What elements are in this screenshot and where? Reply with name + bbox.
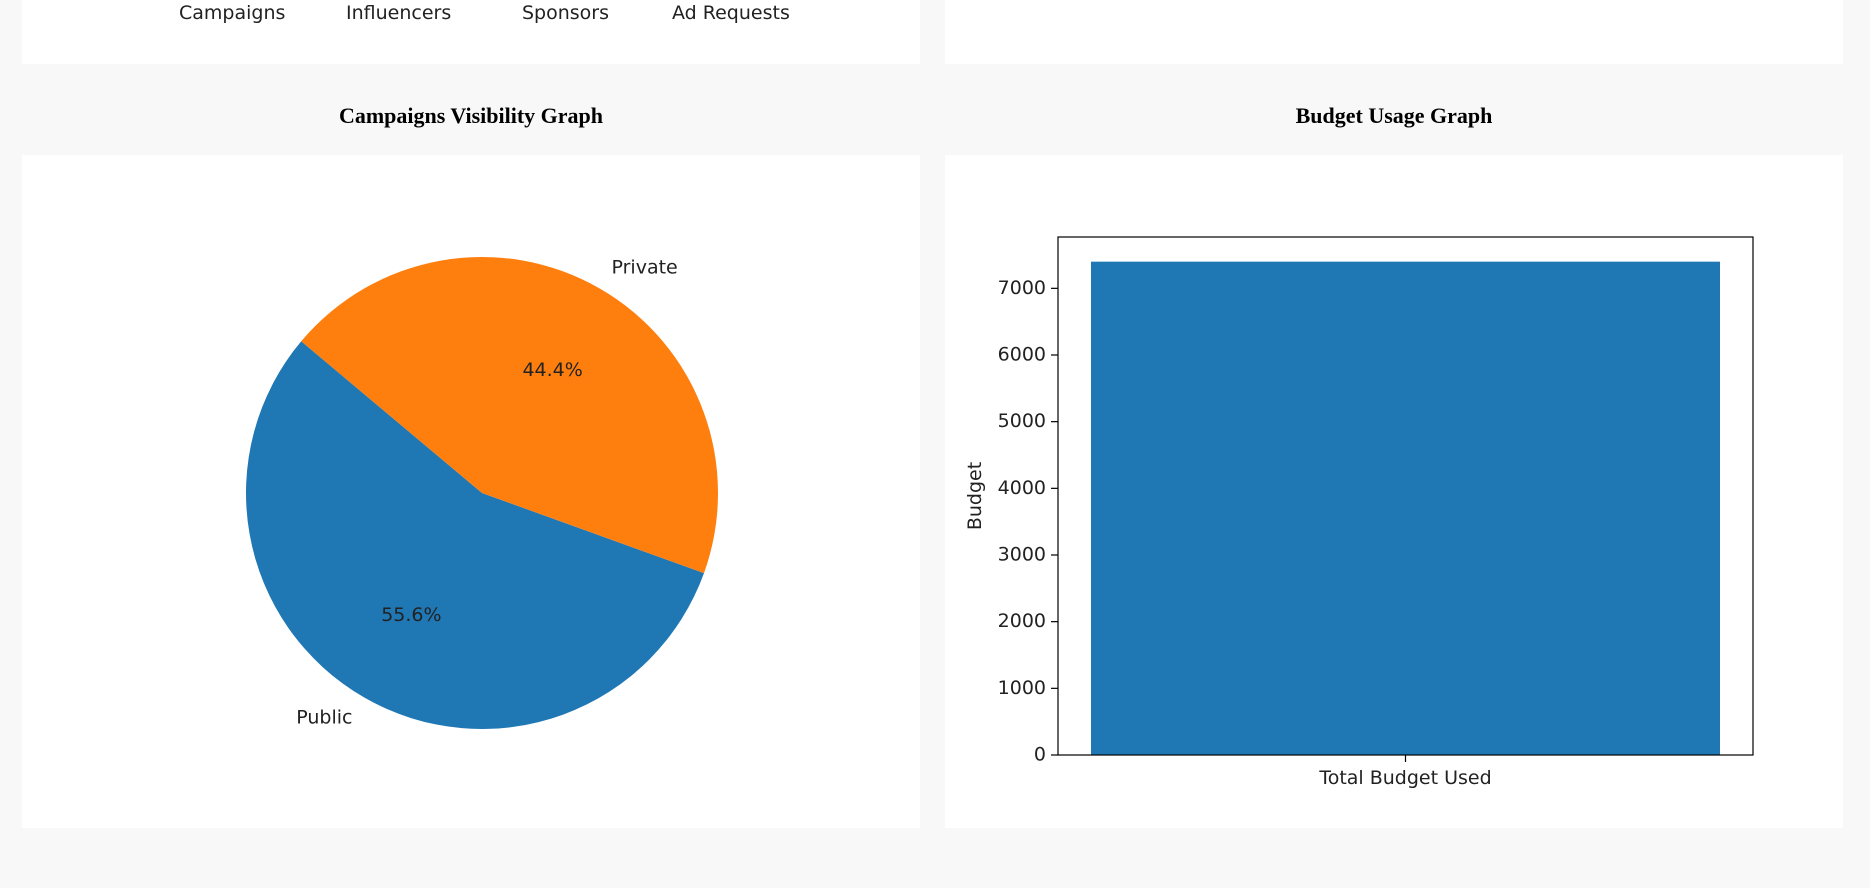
top-right-card	[945, 0, 1843, 64]
y-tick-label: 4000	[998, 477, 1046, 499]
pie-chart: Public 55.6% Private 44.4%	[246, 256, 718, 729]
nav-campaigns-link[interactable]: Campaigns	[179, 2, 286, 24]
pie-label-private: Private	[611, 256, 677, 278]
y-tick-label: 7000	[998, 277, 1046, 299]
bar-total-budget-used	[1091, 261, 1720, 755]
nav-card: Campaigns Influencers Sponsors Ad Reques…	[22, 0, 920, 64]
y-tick-label: 1000	[998, 677, 1046, 699]
y-tick-label: 3000	[998, 544, 1046, 566]
pie-pct-public: 55.6%	[381, 604, 441, 626]
pie-slice-private	[301, 256, 718, 574]
pie-graph-title: Campaigns Visibility Graph	[338, 103, 604, 128]
pie-label-public: Public	[296, 707, 352, 729]
pie-pct-private: 44.4%	[522, 359, 582, 381]
bar-chart-card: Total Budget Used 0 1000 2000 3000 4000 5000 60…	[945, 155, 1843, 828]
nav-sponsors-link[interactable]: Sponsors	[522, 2, 610, 24]
y-tick-label: 2000	[998, 610, 1046, 632]
bar-chart: Total Budget Used 0 1000 2000 3000 4000 5000 60…	[964, 236, 1754, 789]
nav-ad-requests-link[interactable]: Ad Requests	[672, 2, 790, 24]
nav-influencers-link[interactable]: Influencers	[346, 2, 452, 24]
y-axis-label: Budget	[964, 462, 986, 530]
y-tick-label: 5000	[998, 410, 1046, 432]
y-tick-label: 6000	[998, 344, 1046, 366]
axes-frame	[1057, 236, 1754, 756]
pie-slice-public	[246, 341, 704, 729]
y-tick-label: 0	[1034, 744, 1046, 766]
bar-graph-title: Budget Usage Graph	[1295, 103, 1493, 128]
pie-chart-card: Public 55.6% Private 44.4%	[22, 155, 920, 828]
x-tick-label: Total Budget Used	[1318, 767, 1491, 789]
